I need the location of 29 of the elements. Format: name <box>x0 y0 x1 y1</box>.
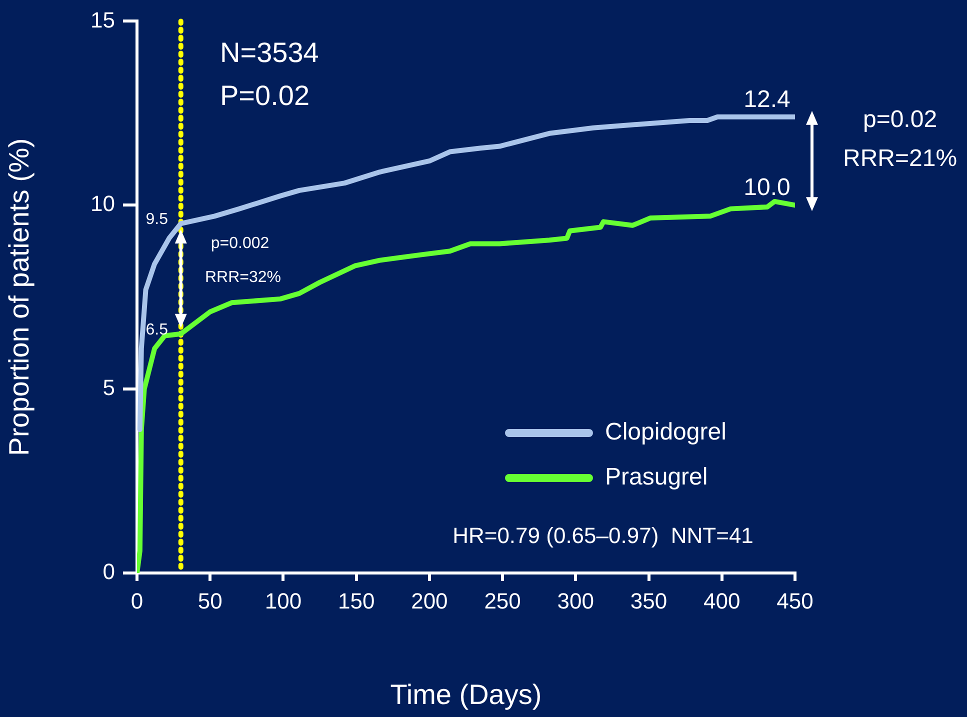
annotation: P=0.02 <box>220 80 310 111</box>
x-tick-label: 350 <box>630 588 668 614</box>
x-tick-label: 200 <box>411 588 448 614</box>
x-tick-label: 450 <box>776 588 814 614</box>
x-tick-label: 250 <box>484 588 521 614</box>
annotation: RRR=32% <box>204 269 282 286</box>
legend-label: Clopidogrel <box>605 418 726 446</box>
annotation: p=0.002 <box>210 235 270 252</box>
y-axis-title: Proportion of patients (%) <box>4 138 35 456</box>
legend-label: Prasugrel <box>605 464 708 491</box>
text: RRR=21% <box>842 145 958 172</box>
x-tick-label: 0 <box>130 588 144 614</box>
y-tick-label: 0 <box>102 559 115 584</box>
data-label: 10.0 <box>744 174 790 202</box>
x-tick-label: 100 <box>264 588 302 614</box>
x-tick-label: 150 <box>338 588 375 614</box>
x-tick-label: 400 <box>704 588 740 614</box>
data-label: 12.4 <box>744 86 790 113</box>
data-label: 6.5 <box>146 321 168 338</box>
annotation: N=3534 <box>220 37 319 68</box>
y-tick-label: 15 <box>90 7 115 32</box>
y-tick-label: 10 <box>90 191 115 216</box>
x-tick-label: 50 <box>198 588 222 614</box>
x-axis-title: Time (Days) <box>390 678 542 710</box>
annotation: HR=0.79 (0.65–0.97) NNT=41 <box>452 523 754 548</box>
y-tick-label: 5 <box>102 375 115 400</box>
data-label: 9.5 <box>146 210 168 228</box>
text: p=0.02 <box>862 106 938 133</box>
x-tick-label: 300 <box>557 588 594 614</box>
